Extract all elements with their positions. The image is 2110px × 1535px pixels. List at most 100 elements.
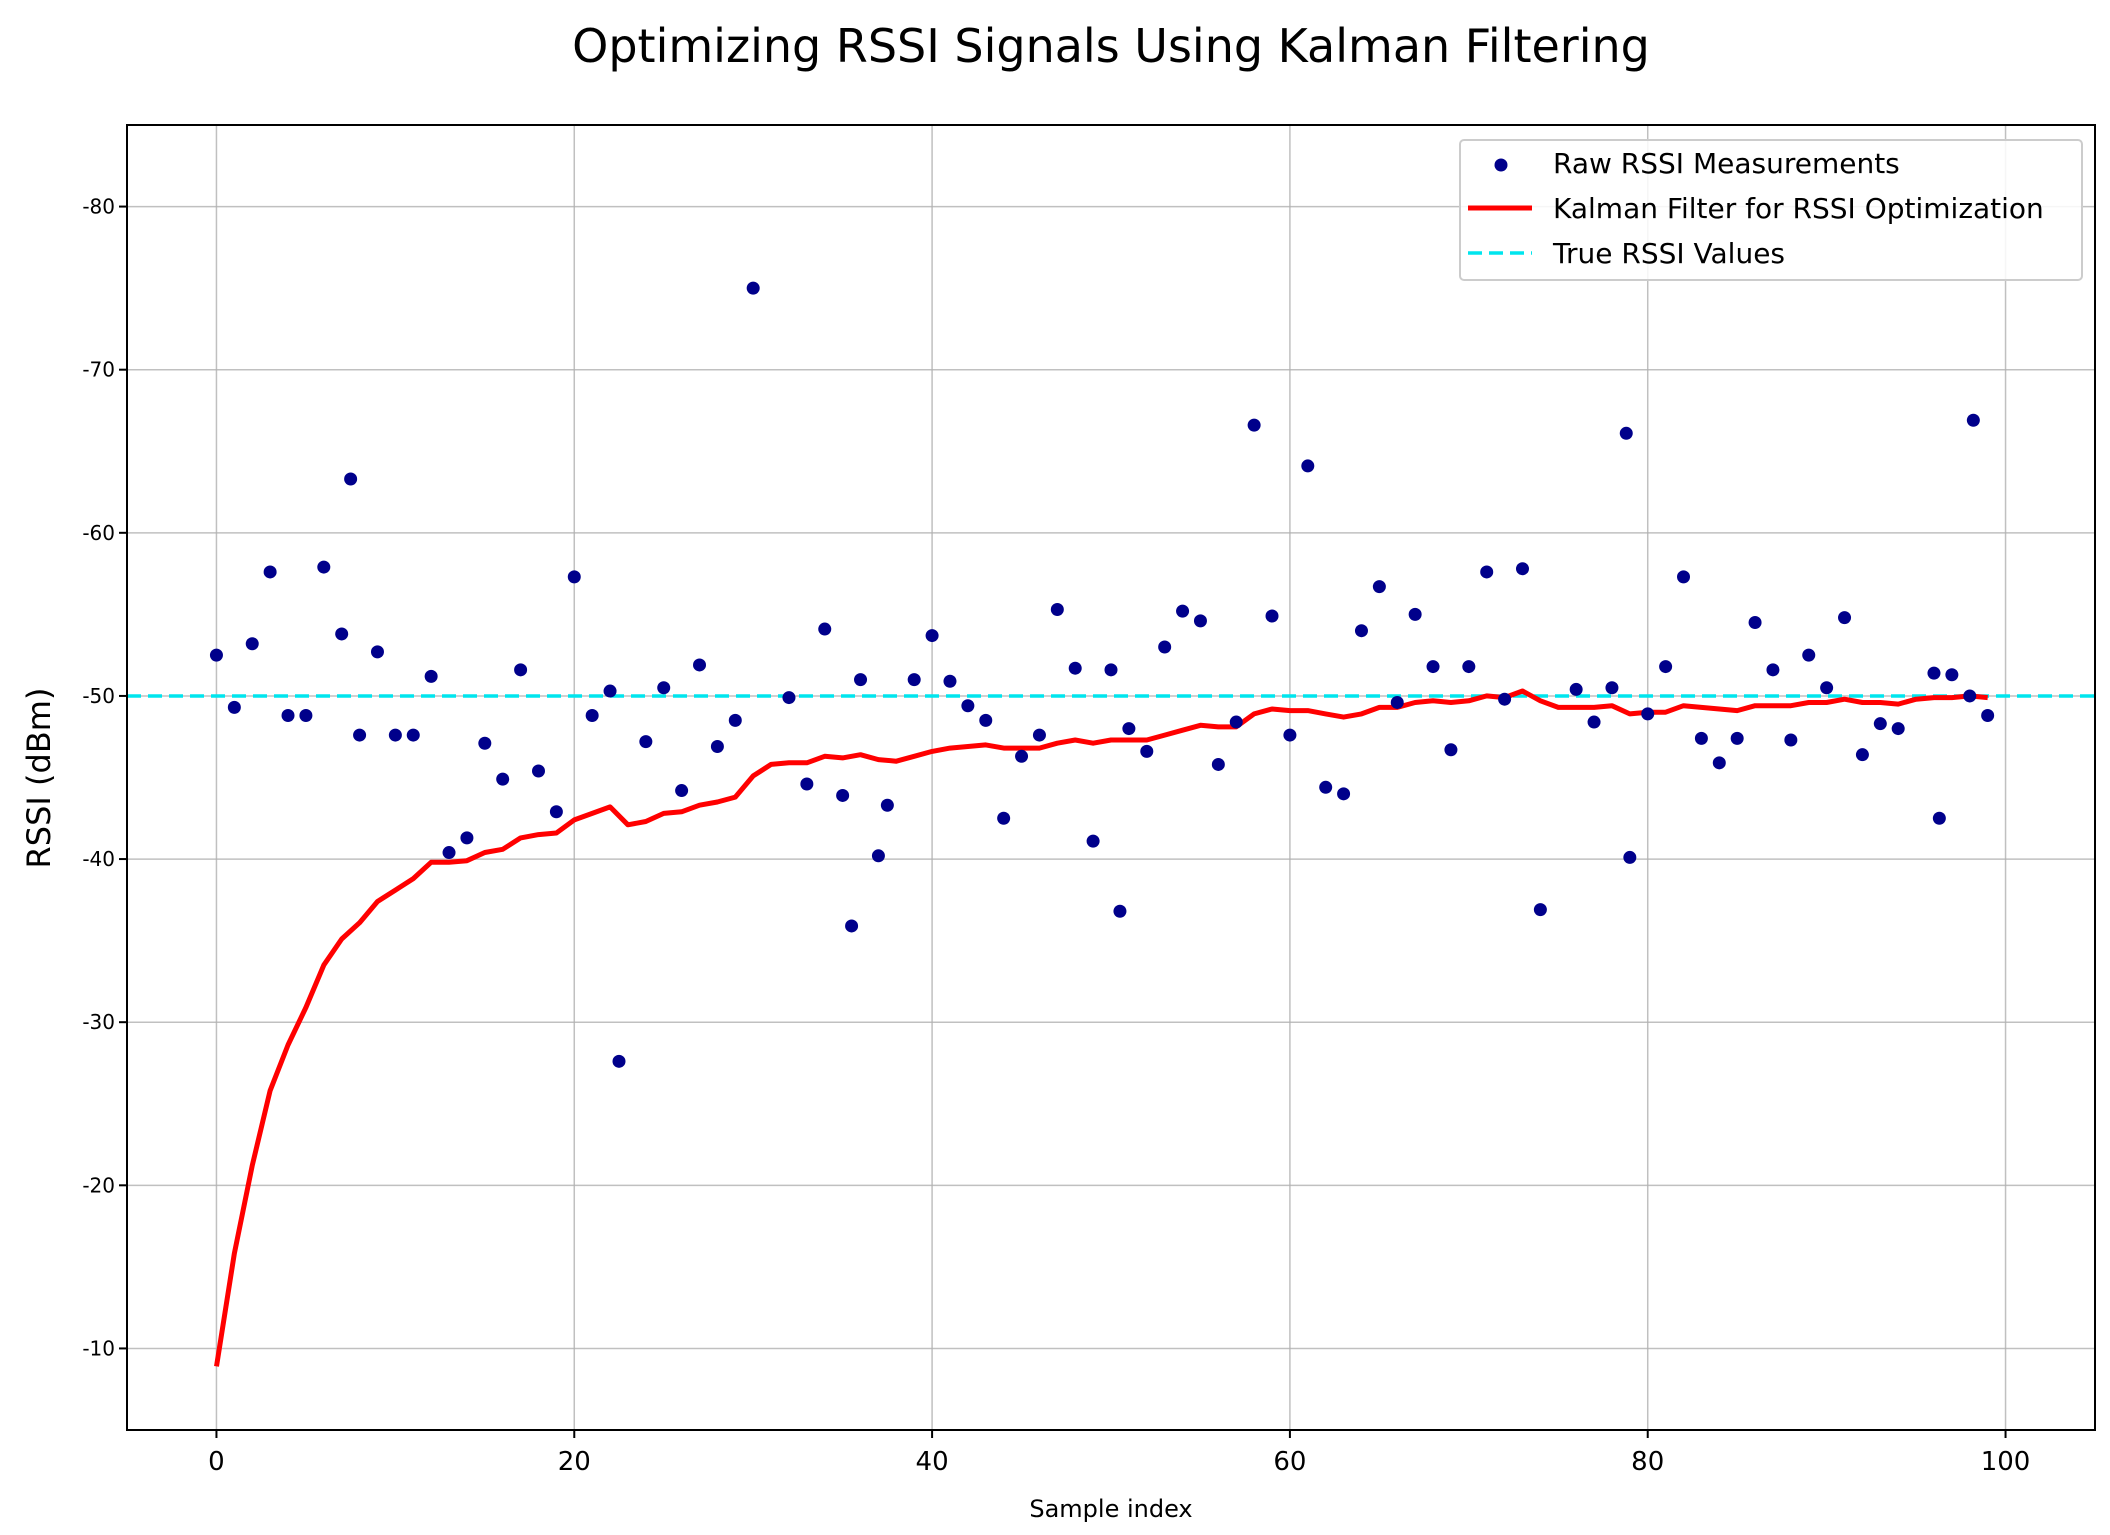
raw-rssi-point	[478, 736, 492, 750]
y-tick-label: -60	[82, 521, 115, 545]
raw-rssi-point	[1015, 749, 1029, 763]
raw-rssi-point	[1176, 604, 1190, 618]
raw-rssi-point	[227, 700, 241, 714]
x-tick-label: 20	[558, 1447, 591, 1477]
raw-rssi-point	[710, 740, 724, 754]
raw-rssi-point	[800, 777, 814, 791]
y-tick-label: -30	[82, 1010, 115, 1034]
legend: Raw RSSI Measurements Kalman Filter for R…	[1459, 139, 2083, 281]
raw-rssi-point	[818, 622, 832, 636]
raw-rssi-point	[1247, 418, 1261, 432]
raw-rssi-point	[370, 645, 384, 659]
legend-raw-marker	[1494, 158, 1508, 172]
raw-rssi-series	[209, 281, 1995, 1068]
raw-rssi-point	[1480, 565, 1494, 579]
raw-rssi-point	[1587, 715, 1601, 729]
x-tick-label: 0	[208, 1447, 225, 1477]
raw-rssi-point	[1319, 780, 1333, 794]
raw-rssi-point	[424, 669, 438, 683]
y-tick-label: -10	[82, 1336, 115, 1360]
raw-rssi-point	[245, 637, 259, 651]
raw-rssi-point	[299, 709, 313, 723]
raw-rssi-point	[549, 805, 563, 819]
x-axis-label: Sample index	[1029, 1495, 1192, 1523]
raw-rssi-point	[281, 709, 295, 723]
raw-rssi-point	[1605, 681, 1619, 695]
raw-rssi-point	[1193, 614, 1207, 628]
raw-rssi-point	[1619, 426, 1633, 440]
raw-rssi-point	[1158, 640, 1172, 654]
raw-rssi-point	[388, 728, 402, 742]
raw-rssi-point	[845, 919, 859, 933]
raw-rssi-point	[1050, 602, 1064, 616]
raw-rssi-point	[1659, 660, 1673, 674]
raw-rssi-point	[943, 674, 957, 688]
y-tick-label: -50	[82, 684, 115, 708]
raw-rssi-point	[209, 648, 223, 662]
chart-title: Optimizing RSSI Signals Using Kalman Fil…	[572, 19, 1650, 73]
legend-label-kalman: Kalman Filter for RSSI Optimization	[1553, 192, 2044, 225]
y-tick-label: -80	[82, 195, 115, 219]
raw-rssi-point	[496, 772, 510, 786]
raw-rssi-point	[1873, 717, 1887, 731]
raw-rssi-point	[1569, 682, 1583, 696]
raw-rssi-point	[1766, 663, 1780, 677]
raw-rssi-point	[1086, 834, 1100, 848]
y-tick-label: -20	[82, 1173, 115, 1197]
raw-rssi-point	[1032, 728, 1046, 742]
raw-rssi-point	[612, 1054, 626, 1068]
raw-rssi-point	[1945, 668, 1959, 682]
raw-rssi-point	[1641, 707, 1655, 721]
raw-rssi-point	[1408, 607, 1422, 621]
x-tick-label: 100	[1981, 1447, 2031, 1477]
raw-rssi-point	[1301, 459, 1315, 473]
y-tick-label: -70	[82, 358, 115, 382]
raw-rssi-point	[1122, 722, 1136, 736]
raw-rssi-point	[1963, 689, 1977, 703]
raw-rssi-point	[1265, 609, 1279, 623]
raw-rssi-point	[531, 764, 545, 778]
raw-rssi-point	[1462, 660, 1476, 674]
raw-rssi-point	[567, 570, 581, 584]
raw-rssi-point	[1068, 661, 1082, 675]
raw-rssi-point	[997, 811, 1011, 825]
raw-rssi-point	[693, 658, 707, 672]
plot-frame	[126, 124, 2096, 1431]
raw-rssi-point	[1784, 733, 1798, 747]
raw-rssi-point	[263, 565, 277, 579]
raw-rssi-point	[585, 709, 599, 723]
raw-rssi-point	[1981, 709, 1995, 723]
raw-rssi-point	[1354, 624, 1368, 638]
raw-rssi-point	[1855, 748, 1869, 762]
raw-rssi-point	[1515, 562, 1529, 576]
raw-rssi-point	[907, 673, 921, 687]
kalman-series	[214, 688, 1988, 1367]
legend-box	[1459, 139, 2083, 281]
legend-label-true: True RSSI Values	[1552, 237, 1785, 270]
raw-rssi-point	[925, 629, 939, 643]
legend-label-raw: Raw RSSI Measurements	[1553, 147, 1900, 180]
raw-rssi-point	[675, 784, 689, 798]
raw-rssi-point	[335, 627, 349, 641]
raw-rssi-point	[1372, 580, 1386, 594]
raw-rssi-point	[1113, 904, 1127, 918]
raw-rssi-point	[871, 849, 885, 863]
raw-rssi-point	[1623, 850, 1637, 864]
y-tick-label: -40	[82, 847, 115, 871]
raw-rssi-point	[1229, 715, 1243, 729]
raw-rssi-point	[1337, 787, 1351, 801]
raw-rssi-point	[1498, 692, 1512, 706]
raw-rssi-point	[1140, 744, 1154, 758]
raw-rssi-point	[1694, 731, 1708, 745]
raw-rssi-point	[1927, 666, 1941, 680]
plot-content	[127, 281, 2095, 1367]
raw-rssi-point	[1730, 731, 1744, 745]
raw-rssi-point	[1966, 413, 1980, 427]
raw-rssi-point	[746, 281, 760, 295]
raw-rssi-point	[979, 713, 993, 727]
raw-rssi-point	[1104, 663, 1118, 677]
raw-rssi-point	[657, 681, 671, 695]
raw-rssi-point	[406, 728, 420, 742]
raw-rssi-point	[880, 798, 894, 812]
